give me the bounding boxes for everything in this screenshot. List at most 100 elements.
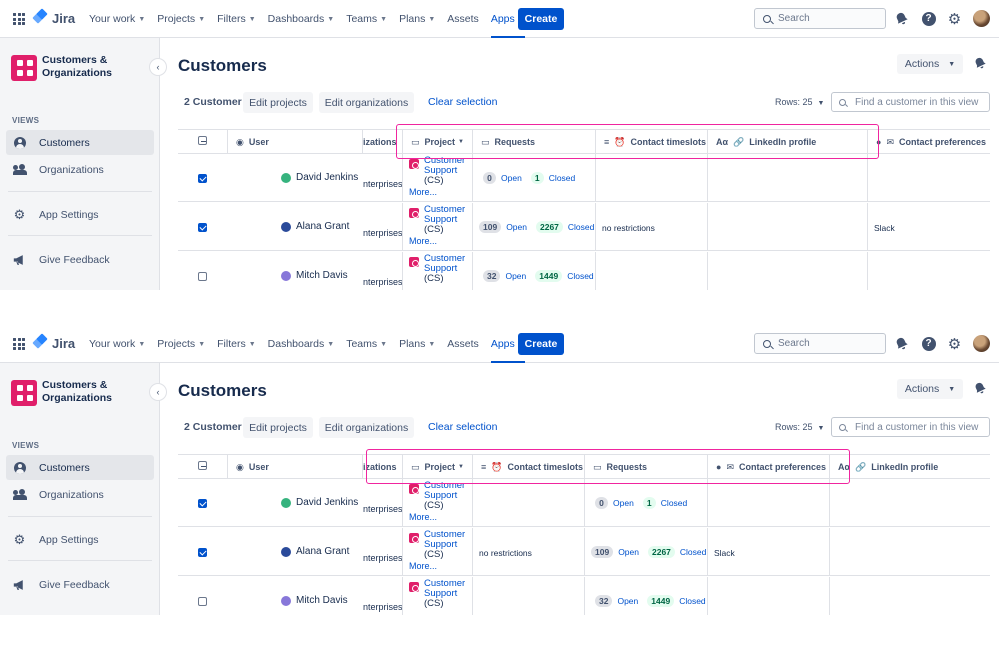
project-link[interactable]: Customer Support — [424, 253, 466, 274]
closed-link[interactable]: Closed — [567, 222, 595, 232]
sidebar-item-organizations[interactable]: Organizations — [6, 482, 154, 507]
edit-projects-button[interactable]: Edit projects — [243, 417, 313, 438]
nav-plans[interactable]: Plans ▼ — [399, 325, 435, 363]
more-link[interactable]: More... — [409, 512, 438, 522]
nav-projects[interactable]: Projects ▼ — [157, 325, 205, 363]
nav-assets[interactable]: Assets — [447, 325, 479, 363]
column-contact-timeslots[interactable]: ≡ ⏰ Contact timeslots — [473, 455, 585, 479]
row-checkbox[interactable] — [198, 223, 207, 232]
help-icon[interactable]: ? — [921, 11, 936, 26]
row-checkbox[interactable] — [198, 174, 207, 183]
preferences-cell[interactable]: Slack — [874, 223, 895, 233]
column-contact-preferences[interactable]: ● ✉ Contact preferences — [708, 455, 830, 479]
sidebar-item-app-settings[interactable]: ⚙ App Settings — [6, 202, 154, 227]
column-linkedin-profile[interactable]: Aα 🔗 LinkedIn profile — [708, 130, 868, 154]
app-switcher-icon[interactable] — [13, 13, 25, 25]
closed-link[interactable]: Closed — [679, 547, 707, 557]
clear-selection-link[interactable]: Clear selection — [428, 421, 498, 433]
table-row[interactable]: Alana Grant nterprises Customer Support (C… — [178, 528, 990, 576]
actions-button[interactable]: Actions ▼ — [897, 379, 963, 399]
open-link[interactable]: Open — [613, 498, 634, 508]
closed-link[interactable]: Closed — [679, 596, 706, 606]
project-link[interactable]: Customer Support — [424, 155, 466, 176]
global-search-input[interactable]: Search — [754, 333, 886, 354]
select-all-checkbox[interactable] — [198, 136, 207, 145]
user-name[interactable]: Alana Grant — [296, 546, 350, 557]
nav-teams[interactable]: Teams ▼ — [346, 325, 387, 363]
user-name[interactable]: Alana Grant — [296, 221, 350, 232]
nav-filters[interactable]: Filters ▼ — [217, 0, 256, 38]
column-user[interactable]: ◉ User — [228, 130, 363, 154]
open-link[interactable]: Open — [501, 173, 522, 183]
user-name[interactable]: Mitch Davis — [296, 270, 348, 281]
row-checkbox[interactable] — [198, 499, 207, 508]
actions-button[interactable]: Actions ▼ — [897, 54, 963, 74]
sidebar-item-give-feedback[interactable]: Give Feedback — [6, 572, 154, 597]
nav-your-work[interactable]: Your work ▼ — [89, 325, 145, 363]
notifications-icon[interactable] — [894, 11, 909, 26]
table-row[interactable]: Mitch Davis nterprises Customer Support (C… — [178, 252, 990, 290]
notifications-icon[interactable] — [894, 336, 909, 351]
open-link[interactable]: Open — [618, 547, 639, 557]
nav-plans[interactable]: Plans ▼ — [399, 0, 435, 38]
find-customer-input[interactable]: Find a customer in this view — [831, 92, 990, 112]
sidebar-item-organizations[interactable]: Organizations — [6, 157, 154, 182]
column-project[interactable]: ▭ Project ▼ — [403, 130, 473, 154]
rows-per-page-select[interactable]: Rows: 25 ▼ — [775, 97, 825, 107]
column-project[interactable]: ▭ Project ▼ — [403, 455, 473, 479]
feedback-icon[interactable] — [974, 57, 986, 72]
user-name[interactable]: Mitch Davis — [296, 595, 348, 606]
nav-your-work[interactable]: Your work ▼ — [89, 0, 145, 38]
table-row[interactable]: Mitch Davis nterprises Customer Support (C… — [178, 577, 990, 615]
row-checkbox[interactable] — [198, 597, 207, 606]
find-customer-input[interactable]: Find a customer in this view — [831, 417, 990, 437]
row-checkbox[interactable] — [198, 548, 207, 557]
nav-dashboards[interactable]: Dashboards ▼ — [268, 0, 335, 38]
project-link[interactable]: Customer Support — [424, 529, 466, 550]
feedback-icon[interactable] — [974, 382, 986, 397]
help-icon[interactable]: ? — [921, 336, 936, 351]
column-requests[interactable]: ▭ Requests — [473, 130, 596, 154]
preferences-cell[interactable]: Slack — [714, 548, 735, 558]
column-requests[interactable]: ▭ Requests — [585, 455, 708, 479]
sidebar-item-customers[interactable]: Customers — [6, 455, 154, 480]
more-link[interactable]: More... — [409, 187, 438, 197]
project-link[interactable]: Customer Support — [424, 578, 466, 599]
nav-teams[interactable]: Teams ▼ — [346, 0, 387, 38]
collapse-sidebar-button[interactable]: ‹ — [150, 384, 166, 400]
nav-filters[interactable]: Filters ▼ — [217, 325, 256, 363]
profile-avatar[interactable] — [973, 335, 990, 352]
open-link[interactable]: Open — [506, 222, 527, 232]
clear-selection-link[interactable]: Clear selection — [428, 96, 498, 108]
table-row[interactable]: David Jenkins nterprises Customer Support… — [178, 479, 990, 527]
open-link[interactable]: Open — [505, 271, 527, 281]
edit-projects-button[interactable]: Edit projects — [243, 92, 313, 113]
sidebar-item-customers[interactable]: Customers — [6, 130, 154, 155]
sidebar-item-app-settings[interactable]: ⚙ App Settings — [6, 527, 154, 552]
collapse-sidebar-button[interactable]: ‹ — [150, 59, 166, 75]
project-link[interactable]: Customer Support — [424, 480, 466, 501]
nav-projects[interactable]: Projects ▼ — [157, 0, 205, 38]
closed-link[interactable]: Closed — [548, 173, 576, 183]
column-contact-timeslots[interactable]: ≡ ⏰ Contact timeslots — [596, 130, 708, 154]
settings-icon[interactable]: ⚙ — [947, 10, 962, 28]
edit-organizations-button[interactable]: Edit organizations — [319, 92, 414, 113]
column-contact-preferences[interactable]: ● ✉ Contact preferences — [876, 136, 987, 148]
create-button[interactable]: Create — [518, 8, 564, 30]
nav-dashboards[interactable]: Dashboards ▼ — [268, 325, 335, 363]
timeslots-cell[interactable]: no restrictions — [479, 548, 532, 558]
jira-logo[interactable]: Jira — [32, 8, 75, 26]
jira-logo[interactable]: Jira — [32, 333, 75, 351]
edit-organizations-button[interactable]: Edit organizations — [319, 417, 414, 438]
rows-per-page-select[interactable]: Rows: 25 ▼ — [775, 422, 825, 432]
create-button[interactable]: Create — [518, 333, 564, 355]
column-user[interactable]: ◉ User — [228, 455, 363, 479]
column-organizations[interactable]: izations — [363, 130, 403, 154]
more-link[interactable]: More... — [409, 561, 438, 571]
settings-icon[interactable]: ⚙ — [947, 335, 962, 353]
timeslots-cell[interactable]: no restrictions — [602, 223, 655, 233]
table-row[interactable]: David Jenkins nterprises Customer Support… — [178, 154, 990, 202]
app-switcher-icon[interactable] — [13, 338, 25, 350]
row-checkbox[interactable] — [198, 272, 207, 281]
project-link[interactable]: Customer Support — [424, 204, 466, 225]
